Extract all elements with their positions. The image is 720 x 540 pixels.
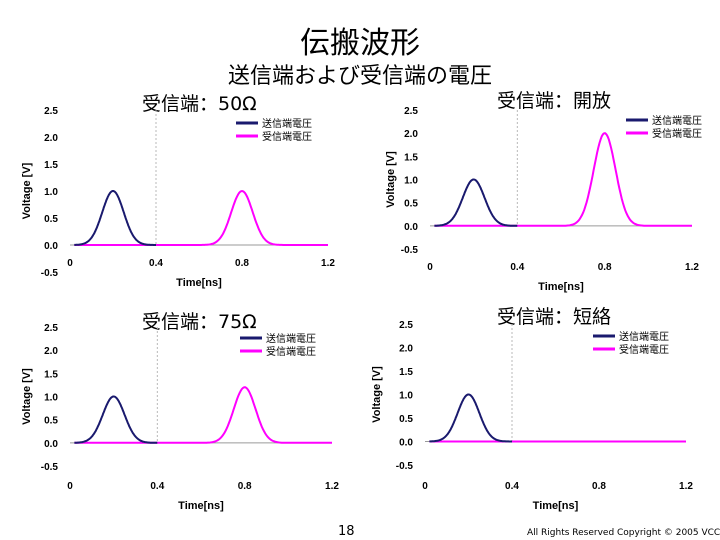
y-tick-label: 1.5 [44, 160, 58, 171]
slide-title: 伝搬波形 [300, 26, 420, 61]
send-voltage-line [434, 178, 518, 227]
send-voltage-line [74, 190, 156, 246]
chart-panel-4: -0.5 0.0 0.5 1.0 1.5 2.0 2.5 0 0.4 0.8 1.2 Time[ns]… [371, 320, 693, 512]
y-tick-label: 1.0 [44, 393, 58, 404]
legend-label-send: 送信端電圧 [619, 330, 669, 343]
x-tick-label: 0.4 [149, 258, 163, 269]
x-axis-label: Time[ns] [176, 277, 222, 289]
y-tick-label: 2.0 [44, 133, 58, 144]
y-tick-label: 2.0 [404, 129, 418, 140]
chart-panel-1: -0.5 0.0 0.5 1.0 1.5 2.0 2.5 0 0.4 0.8 1.2 Time[ns]… [21, 106, 335, 289]
y-tick-label: -0.5 [41, 462, 59, 473]
x-tick-label: 1.2 [685, 262, 699, 273]
legend-label-receive: 受信端電圧 [262, 130, 312, 143]
x-tick-label: 0 [67, 258, 73, 269]
y-tick-label: 0.5 [399, 414, 413, 425]
legend-label-receive: 受信端電圧 [619, 343, 669, 356]
x-tick-label: 0.8 [598, 262, 612, 273]
panel-label-75ohm: 受信端：75Ω [142, 311, 257, 333]
y-tick-label: 1.0 [399, 391, 413, 402]
x-tick-label: 0.8 [235, 258, 249, 269]
y-tick-label: 0.0 [44, 241, 58, 252]
panel-label-open: 受信端：開放 [497, 90, 612, 112]
copyright-text: All Rights Reserved Copyright © 2005 VCC… [527, 528, 720, 538]
y-tick-label: 0.5 [404, 199, 418, 210]
x-tick-label: 0 [67, 481, 73, 492]
y-tick-label: 0.0 [44, 439, 58, 450]
x-tick-label: 0 [422, 481, 428, 492]
chart-panel-3: -0.5 0.0 0.5 1.0 1.5 2.0 2.5 0 0.4 0.8 1.2 Time[ns]… [21, 323, 339, 512]
chart-panel-2: -0.5 0.0 0.5 1.0 1.5 2.0 2.5 0 0.4 0.8 1.2 Time[ns]… [385, 106, 702, 293]
y-tick-label: 1.0 [404, 176, 418, 187]
y-tick-label: 0.5 [44, 416, 58, 427]
y-tick-label: -0.5 [41, 268, 59, 279]
y-tick-label: 0.0 [399, 438, 413, 449]
y-tick-label: 1.5 [399, 367, 413, 378]
panel-label-50ohm: 受信端：50Ω [142, 93, 257, 115]
panel-label-short: 受信端：短絡 [497, 306, 612, 328]
y-axis-label: Voltage [V] [21, 368, 33, 425]
y-tick-label: -0.5 [401, 245, 419, 256]
receive-voltage-line [74, 190, 328, 246]
y-tick-label: 1.5 [404, 152, 418, 163]
x-tick-label: 0.4 [150, 481, 164, 492]
x-axis-label: Time[ns] [178, 500, 224, 512]
y-tick-label: 0.5 [44, 214, 58, 225]
legend-label-receive: 受信端電圧 [652, 127, 702, 140]
x-tick-label: 0.4 [505, 481, 519, 492]
send-voltage-line [429, 393, 512, 443]
y-tick-label: 2.5 [404, 106, 418, 117]
receive-voltage-line [434, 132, 692, 227]
x-axis-label: Time[ns] [538, 281, 584, 293]
slide-subtitle: 送信端および受信端の電圧 [227, 64, 492, 89]
legend-label-send: 送信端電圧 [262, 117, 312, 130]
y-tick-label: 2.5 [399, 320, 413, 331]
x-tick-label: 0 [427, 262, 433, 273]
legend-label-send: 送信端電圧 [266, 332, 316, 345]
y-tick-label: 2.5 [44, 323, 58, 334]
y-tick-label: 2.5 [44, 106, 58, 117]
x-tick-label: 1.2 [321, 258, 335, 269]
y-tick-label: 2.0 [44, 346, 58, 357]
x-tick-label: 0.4 [510, 262, 524, 273]
y-axis-label: Voltage [V] [371, 366, 383, 423]
x-tick-label: 1.2 [679, 481, 693, 492]
y-axis-label: Voltage [V] [21, 162, 33, 219]
legend-label-receive: 受信端電圧 [266, 345, 316, 358]
x-tick-label: 0.8 [592, 481, 606, 492]
x-tick-label: 1.2 [325, 481, 339, 492]
y-tick-label: 0.0 [404, 222, 418, 233]
send-voltage-line [74, 395, 158, 444]
receive-voltage-line [74, 386, 332, 444]
x-tick-label: 0.8 [238, 481, 252, 492]
legend-label-send: 送信端電圧 [652, 114, 702, 127]
page-number: 18 [338, 524, 355, 539]
y-tick-label: 2.0 [399, 344, 413, 355]
x-axis-label: Time[ns] [533, 500, 579, 512]
y-tick-label: 1.5 [44, 369, 58, 380]
y-tick-label: 1.0 [44, 187, 58, 198]
y-tick-label: -0.5 [396, 461, 414, 472]
y-axis-label: Voltage [V] [385, 151, 397, 208]
